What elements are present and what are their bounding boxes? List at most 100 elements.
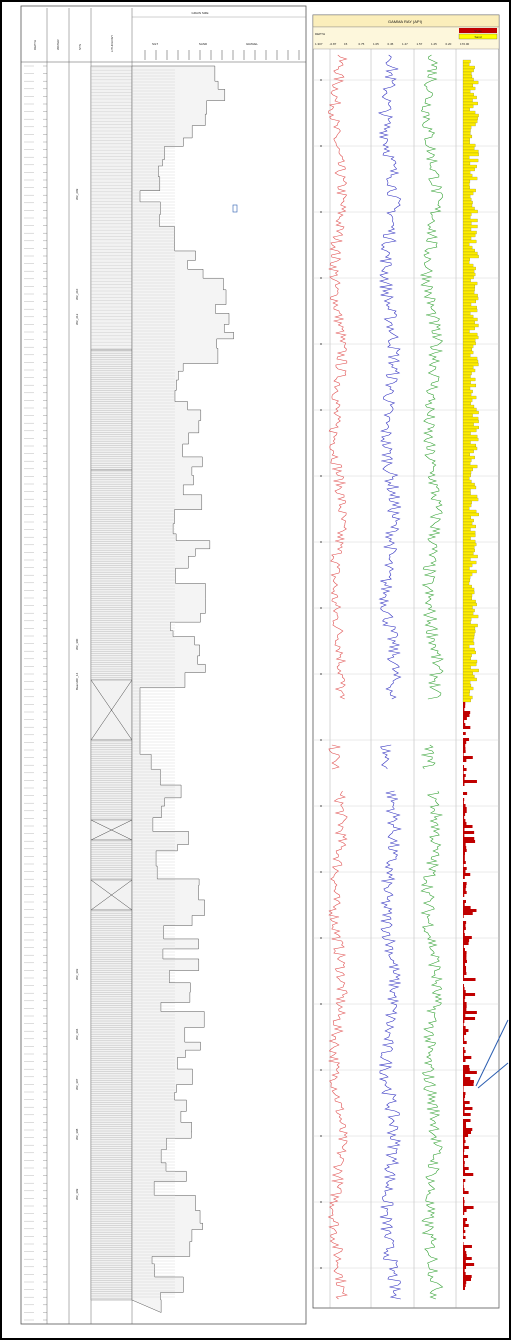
legend-shale-label: Shale — [474, 29, 482, 33]
shale-fill — [463, 1134, 469, 1137]
sand-fill — [462, 71, 472, 76]
sand-fill — [462, 65, 475, 70]
sand-fill — [462, 137, 470, 142]
depth-marker — [320, 343, 322, 345]
sand-fill — [462, 386, 471, 391]
sand-fill — [462, 89, 471, 94]
sand-fill — [462, 629, 476, 634]
sand-fill — [462, 524, 476, 529]
sand-fill — [462, 278, 471, 283]
sand-fill — [462, 587, 475, 592]
depth-marker — [320, 739, 322, 741]
sand-fill — [462, 314, 474, 319]
sand-fill — [462, 200, 473, 205]
sand-fill — [462, 419, 479, 424]
sand-fill — [462, 548, 475, 553]
shale-fill — [463, 834, 465, 837]
shale-fill — [463, 945, 464, 948]
sand-fill — [462, 647, 475, 652]
sand-fill — [462, 551, 474, 556]
sand-fill — [462, 308, 478, 313]
lithology-column — [90, 65, 133, 1301]
sand-fill — [462, 518, 474, 523]
sand-fill — [462, 620, 471, 625]
shale-fill — [463, 1182, 464, 1185]
depth-marker — [320, 1135, 322, 1137]
sand-fill — [462, 212, 472, 217]
shale-fill — [463, 771, 464, 774]
sand-fill — [462, 515, 471, 520]
sand-fill — [462, 542, 477, 547]
depth-column-header: DEPTH — [33, 40, 37, 50]
shale-fill — [463, 831, 475, 834]
shale-fill — [463, 1155, 469, 1158]
shale-fill — [463, 891, 467, 894]
sand-fill — [462, 680, 471, 685]
shale-fill — [463, 1053, 465, 1056]
sand-fill — [462, 560, 477, 565]
sand-fill — [462, 581, 470, 586]
sand-fill — [462, 389, 473, 394]
lithology-fill-track — [462, 59, 479, 1290]
shale-fill — [463, 759, 467, 762]
sand-fill — [462, 476, 470, 481]
sand-fill — [462, 563, 473, 568]
log-curves — [327, 54, 444, 1300]
sand-fill — [462, 131, 471, 136]
sand-fill — [462, 257, 470, 262]
shale-fill — [463, 756, 473, 759]
sand-fill — [462, 218, 478, 223]
shale-fill — [463, 972, 467, 975]
sand-fill — [462, 245, 473, 250]
shale-fill — [463, 1104, 465, 1107]
shale-fill — [463, 1071, 477, 1074]
shale-fill — [463, 1077, 471, 1080]
sand-fill — [462, 539, 476, 544]
sand-fill — [462, 683, 472, 688]
sand-fill — [462, 410, 479, 415]
sand-fill — [462, 593, 473, 598]
sand-fill — [462, 341, 476, 346]
sand-fill — [462, 104, 474, 109]
sand-fill — [462, 77, 474, 82]
shale-fill — [463, 942, 469, 945]
shale-fill — [463, 1128, 473, 1131]
sand-fill — [462, 674, 475, 679]
shale-fill — [463, 888, 466, 891]
shale-fill — [463, 1272, 466, 1275]
sand-fill — [462, 134, 473, 139]
sand-fill — [462, 269, 475, 274]
shale-fill — [463, 894, 465, 897]
shale-fill — [463, 1125, 467, 1128]
shale-fill — [463, 1203, 465, 1206]
sand-fill — [462, 695, 473, 700]
shale-fill — [463, 1131, 472, 1134]
sand-fill — [462, 509, 477, 514]
shale-fill — [463, 924, 466, 927]
shale-fill — [463, 999, 465, 1002]
shale-fill — [463, 846, 467, 849]
sand-fill — [462, 80, 479, 85]
shale-fill — [463, 1248, 466, 1251]
sand-fill — [462, 650, 476, 655]
shale-fill — [463, 744, 466, 747]
shale-fill — [463, 969, 467, 972]
sand-fill — [462, 332, 478, 337]
sand-fill — [462, 557, 471, 562]
shale-fill — [463, 990, 466, 993]
shale-fill — [463, 861, 466, 864]
sand-fill — [462, 68, 474, 73]
shale-fill — [463, 963, 466, 966]
sand-fill — [462, 347, 472, 352]
shale-fill — [463, 1164, 465, 1167]
lithology-unit — [90, 839, 133, 881]
sand-fill — [462, 413, 473, 418]
sand-fill — [462, 128, 471, 133]
shale-fill — [463, 921, 467, 924]
shale-fill — [463, 930, 465, 933]
sand-fill — [462, 362, 479, 367]
shale-fill — [463, 1263, 475, 1266]
shale-fill — [463, 1086, 464, 1089]
shale-fill — [463, 1158, 465, 1161]
shale-fill — [463, 816, 465, 819]
